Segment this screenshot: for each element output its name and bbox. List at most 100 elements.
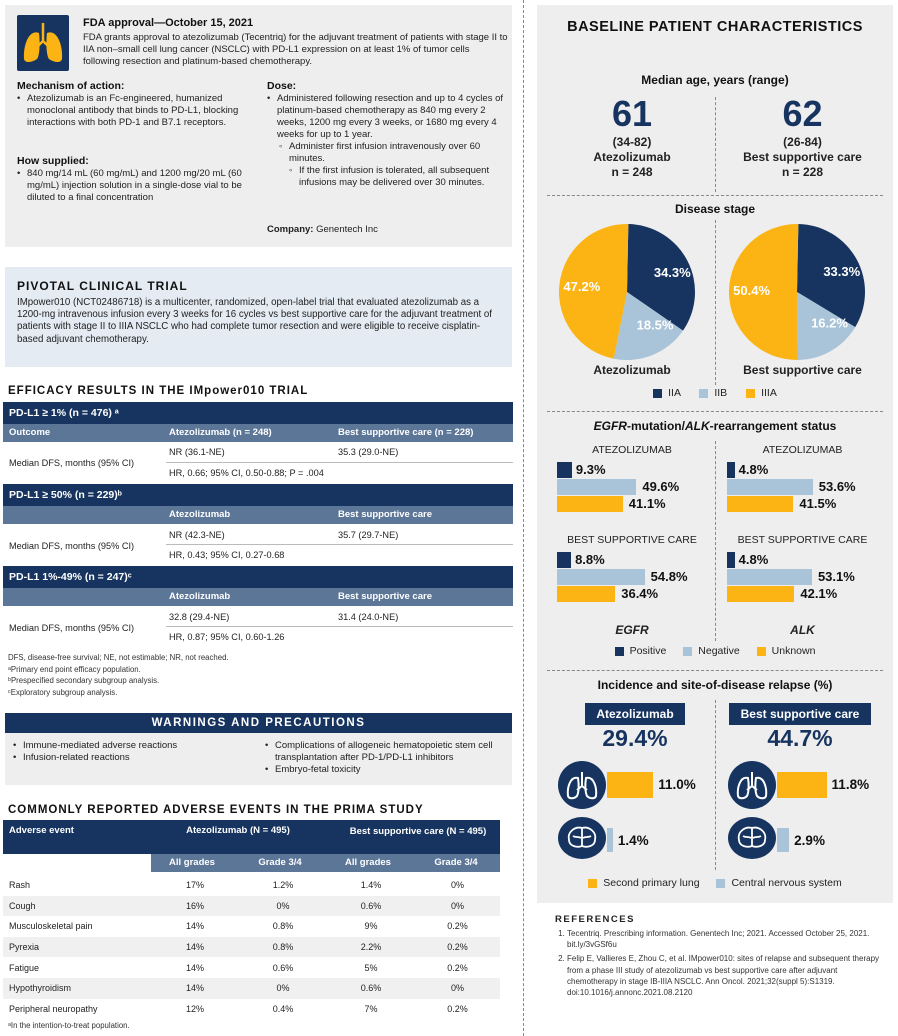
col-atezo: Atezolizumab (n = 248) — [169, 427, 272, 438]
relapse-bsc-value: 44.7% — [767, 725, 833, 751]
table-row: Musculoskeletal pain 14% 0.8% 9% 0.2% — [3, 916, 500, 937]
table-row: Fatigue 14% 0.6% 5% 0.2% — [3, 957, 500, 978]
bar-label: 2.9% — [794, 833, 825, 848]
supplied-label: How supplied: — [17, 155, 89, 167]
adverse-footnote: ᵃIn the intention-to-treat population. — [8, 1021, 130, 1030]
atezo-grade34-cell: 0.6% — [272, 962, 294, 973]
references-list: Tecentriq. Prescribing information. Gene… — [567, 928, 882, 998]
pie-bsc-label: Best supportive care — [743, 363, 862, 377]
mutation-title-mid: -mutation/ — [626, 419, 685, 433]
outcome-cell: Median DFS, months (95% CI) — [9, 623, 135, 633]
atezo-label: Atezolizumab — [593, 150, 671, 164]
bar-unknown — [557, 586, 616, 602]
pivotal-text: IMpower010 (NCT02486718) is a multicente… — [17, 297, 492, 345]
bar-negative — [727, 569, 812, 585]
atezo-all-grades-cell: 17% — [185, 880, 204, 891]
atezo-cell: NR (42.3-NE) — [169, 530, 225, 540]
mutation-legend: Positive Negative Unknown — [537, 645, 893, 657]
footnote: ᶜExploratory subgroup analysis. — [8, 687, 118, 697]
alk-bsc-title: BEST SUPPORTIVE CARE — [737, 534, 868, 546]
bar-label: 49.6% — [642, 479, 680, 494]
dose-label: Dose: — [267, 80, 297, 92]
atezo-grade34-cell: 0.4% — [272, 1003, 294, 1014]
bar-label: 4.8% — [738, 552, 769, 567]
mutation-title-egfr: EGFR — [593, 419, 627, 433]
table-row: Hypothyroidism 14% 0% 0.6% 0% — [3, 977, 500, 999]
efficacy-group-header: PD-L1 ≥ 1% (n = 476) ᵃ — [3, 402, 513, 424]
legend-iib: IIB — [714, 387, 728, 399]
adverse-subheader: All grades Grade 3/4 All grades Grade 3/… — [151, 854, 500, 872]
efficacy-table: PD-L1 ≥ 1% (n = 476) ᵃ Outcome Atezolizu… — [3, 402, 513, 650]
baseline-panel: BASELINE PATIENT CHARACTERISTICS Median … — [537, 5, 893, 1033]
mutation-title-post: -rearrangement status — [709, 419, 837, 433]
brain-icon — [727, 816, 777, 863]
atezo-all-grades-cell: 14% — [151, 936, 239, 958]
bsc-age-block: 62 (26-84) Best supportive care n = 228 — [715, 93, 890, 180]
warning-item: Infusion-related reactions — [13, 752, 253, 764]
table-row: Pyrexia 14% 0.8% 2.2% 0.2% — [3, 936, 500, 958]
pie-label: 47.2% — [563, 279, 600, 294]
bsc-grade34-cell: 0.2% — [447, 962, 468, 973]
pie-atezo-label: Atezolizumab — [593, 363, 671, 377]
mechanism-section: Mechanism of action: Atezolizumab is an … — [17, 80, 257, 129]
efficacy-group-header: PD-L1 ≥ 50% (n = 229)ᵇ — [3, 484, 513, 506]
atezo-all-grades-cell: 12% — [185, 1003, 204, 1014]
footnote: ᵇPrespecified secondary subgroup analysi… — [8, 676, 160, 685]
bsc-n: n = 228 — [781, 165, 824, 179]
atezo-range: (34-82) — [612, 135, 652, 149]
legend-lung-swatch — [588, 878, 598, 888]
stage-pie-bsc: 33.3% 16.2% 50.4% — [729, 224, 865, 360]
adverse-event-cell: Musculoskeletal pain — [9, 921, 93, 932]
outcome-cell: Median DFS, months (95% CI) — [9, 541, 135, 551]
relapse-atezo-label: Atezolizumab — [585, 703, 685, 725]
bsc-age: 62 — [782, 93, 823, 134]
hr-cell: HR, 0.87; 95% CI, 0.60-1.26 — [169, 632, 285, 642]
adverse-header: Adverse event Atezolizumab (N = 495) Bes… — [3, 820, 500, 854]
bsc-label: Best supportive care — [743, 150, 862, 164]
reference-item: Tecentriq. Prescribing information. Gene… — [567, 928, 882, 950]
legend-cns: Central nervous system — [731, 877, 842, 889]
bar-negative — [727, 479, 813, 495]
atezo-grade34-cell: 1.2% — [272, 880, 294, 891]
col-bsc: Best supportive care — [338, 509, 432, 520]
relapse-atezo-value: 29.4% — [602, 725, 668, 751]
stage-title: Disease stage — [674, 202, 756, 216]
relapse-legend: Second primary lung Central nervous syst… — [537, 877, 893, 889]
legend-lung: Second primary lung — [603, 877, 700, 889]
bar-label: 36.4% — [621, 586, 659, 601]
company-name: Genentech Inc — [316, 224, 378, 235]
pie-slice-iiia — [559, 224, 629, 359]
pie-slice-iiia — [729, 224, 799, 360]
atezo-grade34-cell: 0.8% — [272, 921, 294, 932]
company-line: Company: Genentech Inc — [267, 224, 378, 235]
hr-cell: HR, 0.66; 95% CI, 0.50-0.88; P = .004 — [169, 468, 324, 478]
pie-label: 16.2% — [811, 315, 848, 330]
atezo-grade34-cell: 0.8% — [239, 936, 327, 958]
bar-positive — [557, 462, 572, 478]
legend-unknown: Unknown — [771, 645, 816, 657]
bsc-grade34-cell: 0% — [415, 895, 500, 917]
col-atezo: Atezolizumab (N = 495) — [186, 825, 290, 836]
atezo-n: n = 248 — [611, 165, 653, 179]
warnings-box: WARNINGS AND PRECAUTIONS Immune-mediated… — [5, 713, 512, 785]
col-outcome: Outcome — [9, 427, 51, 438]
pivotal-trial-box: PIVOTAL CLINICAL TRIAL IMpower010 (NCT02… — [5, 267, 512, 367]
warning-item: Immune-mediated adverse reactions — [13, 740, 253, 752]
footnote: DFS, disease-free survival; NE, not esti… — [8, 653, 229, 662]
atezo-cell: NR (36.1-NE) — [169, 447, 225, 457]
bar-cns — [607, 828, 613, 852]
bar-positive — [557, 552, 572, 568]
footnote: ᵃPrimary end point efficacy population. — [8, 664, 141, 674]
mechanism-text: Atezolizumab is an Fc-engineered, humani… — [17, 93, 257, 129]
bsc-grade34-cell: 0.2% — [447, 1003, 468, 1014]
efficacy-title: EFFICACY RESULTS IN THE IMpower010 TRIAL — [8, 385, 309, 397]
bsc-range: (26-84) — [783, 135, 822, 149]
bsc-all-grades-cell: 9% — [364, 921, 378, 932]
egfr-bsc-title: BEST SUPPORTIVE CARE — [567, 534, 697, 546]
adverse-event-cell: Peripheral neuropathy — [9, 1003, 98, 1014]
reference-item: Felip E, Vallieres E, Zhou C, et al. IMp… — [567, 953, 882, 998]
bar-label: 42.1% — [800, 586, 838, 601]
bar-cns — [777, 828, 790, 852]
atezo-cell: 32.8 (29.4-NE) — [169, 612, 230, 622]
col-adverse-event: Adverse event — [9, 825, 74, 836]
